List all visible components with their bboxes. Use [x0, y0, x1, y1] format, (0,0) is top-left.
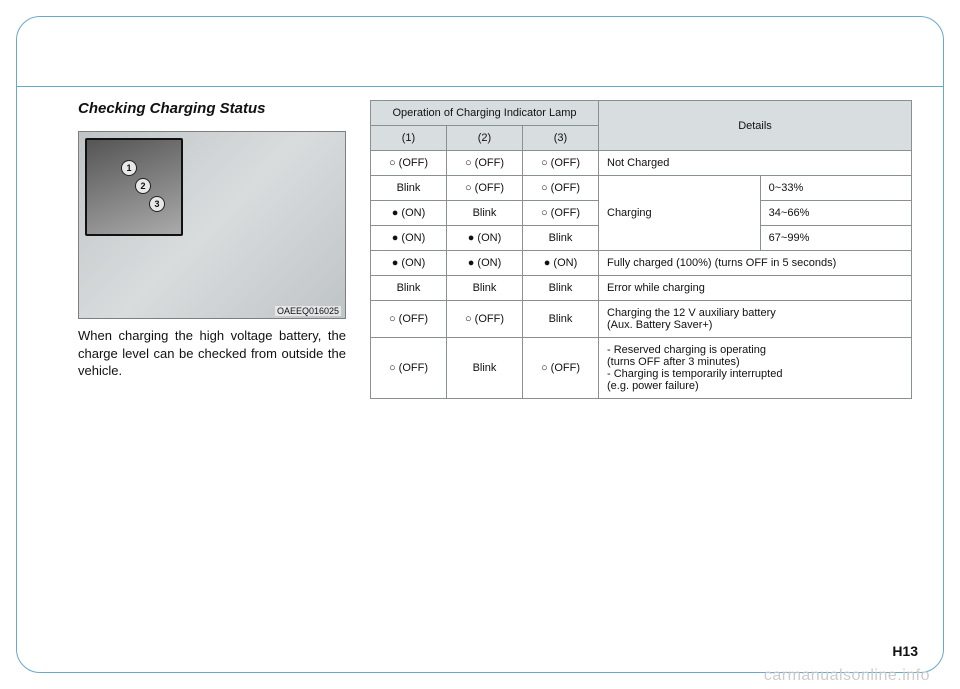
- cell: Error while charging: [599, 276, 912, 301]
- cell: ○ (OFF): [447, 301, 523, 338]
- callout-marker-2: 2: [135, 178, 151, 194]
- cell: Blink: [523, 301, 599, 338]
- content-area: Checking Charging Status 1 2 3 OAEEQ0160…: [78, 100, 912, 399]
- page-number: H13: [892, 643, 918, 659]
- table-row: ● (ON) ● (ON) ● (ON) Fully charged (100%…: [371, 251, 912, 276]
- table-header-lamp: Operation of Charging Indicator Lamp: [371, 101, 599, 126]
- illustration-callout-box: 1 2 3: [85, 138, 183, 236]
- cell: ○ (OFF): [523, 201, 599, 226]
- table-subhead-2: (2): [447, 126, 523, 151]
- cell: ○ (OFF): [371, 338, 447, 399]
- cell: ● (ON): [371, 226, 447, 251]
- horizontal-rule: [16, 86, 944, 87]
- cell: Blink: [523, 226, 599, 251]
- cell: Blink: [523, 276, 599, 301]
- cell: ● (ON): [371, 201, 447, 226]
- charging-status-table: Operation of Charging Indicator Lamp Det…: [370, 100, 912, 399]
- cell: ○ (OFF): [523, 176, 599, 201]
- cell: ● (ON): [371, 251, 447, 276]
- page: Checking Charging Status 1 2 3 OAEEQ0160…: [0, 0, 960, 689]
- callout-marker-1: 1: [121, 160, 137, 176]
- cell: ○ (OFF): [371, 151, 447, 176]
- cell: Blink: [447, 201, 523, 226]
- watermark: carmanualsonline.info: [764, 667, 930, 685]
- cell: ○ (OFF): [523, 151, 599, 176]
- cell: ○ (OFF): [447, 176, 523, 201]
- table-subhead-1: (1): [371, 126, 447, 151]
- illustration-code: OAEEQ016025: [275, 306, 341, 316]
- cell: Blink: [447, 276, 523, 301]
- cell: Not Charged: [599, 151, 912, 176]
- cell: ○ (OFF): [447, 151, 523, 176]
- cell: ● (ON): [447, 251, 523, 276]
- table-row: Blink ○ (OFF) ○ (OFF) Charging 0~33%: [371, 176, 912, 201]
- cell: Charging: [599, 176, 761, 251]
- cell: 67~99%: [760, 226, 911, 251]
- callout-marker-3: 3: [149, 196, 165, 212]
- cell: 34~66%: [760, 201, 911, 226]
- cell: 0~33%: [760, 176, 911, 201]
- left-column: Checking Charging Status 1 2 3 OAEEQ0160…: [78, 100, 346, 399]
- table-body: ○ (OFF) ○ (OFF) ○ (OFF) Not Charged Blin…: [371, 151, 912, 399]
- table-header-details: Details: [599, 101, 912, 151]
- cell: Blink: [371, 276, 447, 301]
- illustration: 1 2 3 OAEEQ016025: [78, 131, 346, 319]
- right-column: Operation of Charging Indicator Lamp Det…: [370, 100, 912, 399]
- cell: Fully charged (100%) (turns OFF in 5 sec…: [599, 251, 912, 276]
- cell: Blink: [371, 176, 447, 201]
- cell: ○ (OFF): [371, 301, 447, 338]
- cell: Blink: [447, 338, 523, 399]
- table-row: ○ (OFF) ○ (OFF) Blink Charging the 12 V …: [371, 301, 912, 338]
- table-subhead-3: (3): [523, 126, 599, 151]
- cell: - Reserved charging is operating (turns …: [599, 338, 912, 399]
- illustration-caption: When charging the high voltage bat­tery,…: [78, 327, 346, 380]
- cell: ● (ON): [523, 251, 599, 276]
- cell: ○ (OFF): [523, 338, 599, 399]
- table-row: ○ (OFF) Blink ○ (OFF) - Reserved chargin…: [371, 338, 912, 399]
- cell: ● (ON): [447, 226, 523, 251]
- table-row: ○ (OFF) ○ (OFF) ○ (OFF) Not Charged: [371, 151, 912, 176]
- section-heading: Checking Charging Status: [78, 100, 346, 117]
- table-row: Blink Blink Blink Error while charging: [371, 276, 912, 301]
- cell: Charging the 12 V auxiliary battery (Aux…: [599, 301, 912, 338]
